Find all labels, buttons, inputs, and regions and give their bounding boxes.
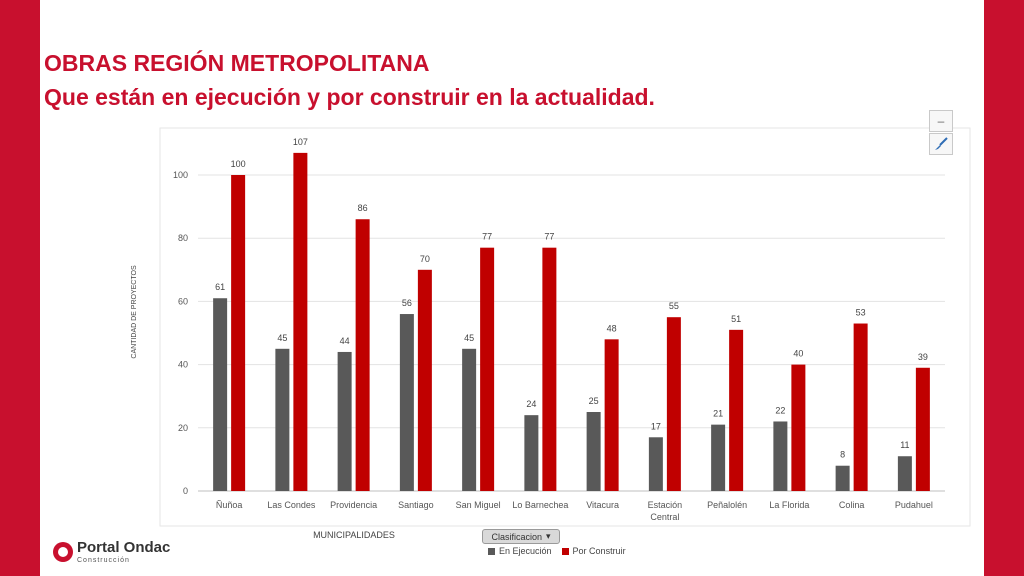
data-label: 77	[544, 232, 554, 242]
y-tick-label: 60	[178, 296, 188, 306]
bar-por-construir	[417, 269, 432, 491]
bar-por-construir	[231, 175, 246, 491]
paintbrush-icon	[935, 137, 948, 150]
bar-en-ejecucion	[897, 456, 912, 491]
classification-filter-button[interactable]: Clasificacion ▾	[482, 529, 560, 544]
format-button[interactable]	[929, 133, 953, 155]
data-label: 53	[856, 308, 866, 318]
bar-por-construir	[666, 317, 681, 491]
data-label: 86	[358, 203, 368, 213]
x-tick-label: Pudahuel	[895, 500, 933, 510]
logo-tagline: Construcción	[77, 557, 130, 564]
y-tick-label: 40	[178, 360, 188, 370]
data-label: 40	[793, 349, 803, 359]
bar-por-construir	[542, 247, 557, 491]
x-tick-label: Lo Barnechea	[512, 500, 568, 510]
logo-name: Portal Ondac	[77, 539, 171, 556]
data-label: 100	[231, 159, 246, 169]
x-tick-label: San Miguel	[456, 500, 501, 510]
minus-icon: –	[937, 114, 945, 128]
y-tick-label: 80	[178, 233, 188, 243]
data-label: 61	[215, 282, 225, 292]
y-tick-label: 100	[173, 170, 188, 180]
x-tick-label: Colina	[839, 500, 865, 510]
legend-swatch	[561, 547, 569, 555]
legend-item-en-ejecucion: En Ejecución	[488, 546, 552, 556]
bar-en-ejecucion	[213, 298, 228, 491]
data-label: 17	[651, 421, 661, 431]
bar-en-ejecucion	[773, 421, 788, 491]
bar-por-construir	[791, 364, 806, 491]
data-label: 55	[669, 301, 679, 311]
x-tick-label: Santiago	[398, 500, 434, 510]
bar-por-construir	[853, 323, 868, 491]
data-label: 24	[526, 399, 536, 409]
data-label: 45	[464, 333, 474, 343]
bar-en-ejecucion	[462, 348, 477, 491]
y-axis-label: CANTIDAD DE PROYECTOS	[131, 265, 138, 359]
data-label: 25	[589, 396, 599, 406]
left-accent-band	[0, 0, 40, 576]
bar-por-construir	[293, 152, 308, 491]
logo-mark-icon	[53, 542, 73, 562]
bar-en-ejecucion	[648, 437, 663, 491]
chart-frame	[159, 127, 971, 527]
x-tick-label: Las Condes	[267, 500, 316, 510]
dropdown-arrow-icon: ▾	[546, 531, 551, 541]
x-tick-label: Ñuñoa	[216, 500, 243, 510]
bar-por-construir	[355, 219, 370, 492]
data-label: 44	[340, 336, 350, 346]
bar-por-construir	[604, 339, 619, 491]
bar-por-construir	[915, 367, 930, 491]
data-label: 77	[482, 232, 492, 242]
bar-en-ejecucion	[524, 415, 539, 491]
data-label: 8	[840, 450, 845, 460]
x-tick-label: Peñalolén	[707, 500, 747, 510]
portal-ondac-logo: Portal Ondac Construcción	[53, 540, 170, 564]
bar-en-ejecucion	[586, 412, 601, 491]
chart-legend: En Ejecución Por Construir	[488, 546, 626, 556]
bar-en-ejecucion	[835, 465, 850, 491]
bar-en-ejecucion	[337, 351, 352, 491]
data-label: 70	[420, 254, 430, 264]
data-label: 48	[607, 323, 617, 333]
minimize-button[interactable]: –	[929, 110, 953, 132]
legend-label: Por Construir	[572, 546, 626, 556]
bar-en-ejecucion	[399, 314, 414, 491]
data-label: 107	[293, 137, 308, 147]
bar-por-construir	[480, 247, 495, 491]
legend-label: En Ejecución	[499, 546, 552, 556]
y-tick-label: 20	[178, 423, 188, 433]
x-tick-label: La Florida	[769, 500, 809, 510]
bar-por-construir	[729, 329, 744, 491]
data-label: 45	[277, 333, 287, 343]
y-tick-label: 0	[183, 486, 188, 496]
data-label: 21	[713, 409, 723, 419]
data-label: 39	[918, 352, 928, 362]
x-tick-label: Estación Central	[648, 500, 683, 522]
legend-item-por-construir: Por Construir	[561, 546, 626, 556]
bar-en-ejecucion	[275, 348, 290, 491]
data-label: 56	[402, 298, 412, 308]
filter-label: Clasificacion	[491, 531, 542, 542]
x-tick-label: Vitacura	[586, 500, 619, 510]
slide-title: OBRAS REGIÓN METROPOLITANA	[44, 50, 430, 76]
slide-subtitle: Que están en ejecución y por construir e…	[44, 84, 655, 110]
x-tick-label: Providencia	[330, 500, 377, 510]
data-label: 22	[775, 405, 785, 415]
right-accent-band	[984, 0, 1024, 576]
bar-en-ejecucion	[711, 424, 726, 491]
legend-swatch	[488, 547, 495, 555]
data-label: 51	[731, 314, 741, 324]
x-axis-label: MUNICIPALIDADES	[313, 530, 395, 540]
data-label: 11	[900, 440, 909, 450]
